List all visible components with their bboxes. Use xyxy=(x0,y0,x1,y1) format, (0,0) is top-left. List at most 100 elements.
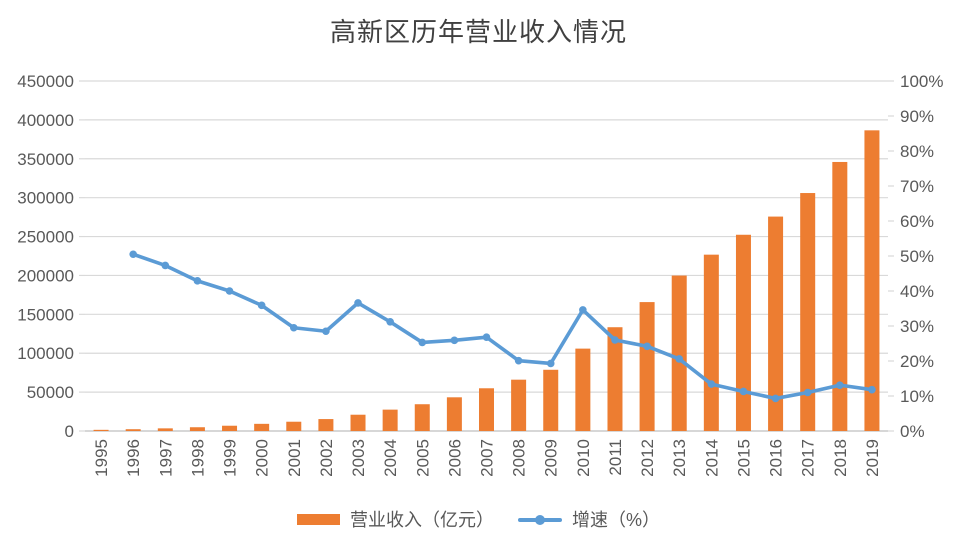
growth-marker-2010 xyxy=(579,306,587,314)
x-axis-label-1997: 1997 xyxy=(156,439,175,477)
growth-marker-1997 xyxy=(161,261,170,270)
growth-marker-2004 xyxy=(386,318,394,326)
growth-marker-2016 xyxy=(771,394,780,403)
bar-2013 xyxy=(671,275,687,431)
legend: 营业收入（亿元） 增速（%） xyxy=(0,506,957,532)
bar-2001 xyxy=(286,421,302,431)
x-axis-label-2017: 2017 xyxy=(799,439,818,477)
bar-2014 xyxy=(703,254,719,431)
left-axis-label-200000: 200000 xyxy=(17,266,74,285)
left-axis-label-150000: 150000 xyxy=(17,305,74,324)
left-axis-label-0: 0 xyxy=(65,422,74,441)
growth-marker-2000 xyxy=(257,301,266,310)
left-axis-label-250000: 250000 xyxy=(17,228,74,247)
growth-marker-2019 xyxy=(868,385,876,394)
growth-marker-2014 xyxy=(707,380,716,388)
x-axis-label-1999: 1999 xyxy=(221,439,240,477)
legend-item-revenue: 营业收入（亿元） xyxy=(296,506,494,532)
right-axis-label-0%: 0% xyxy=(900,422,925,441)
growth-marker-2013 xyxy=(675,355,684,363)
left-axis-label-300000: 300000 xyxy=(17,189,74,208)
growth-marker-2009 xyxy=(546,359,555,368)
right-axis-label-20%: 20% xyxy=(900,352,934,371)
bar-2007 xyxy=(479,388,494,431)
bar-2016 xyxy=(768,216,784,431)
bar-2009 xyxy=(543,369,559,431)
left-axis-label-400000: 400000 xyxy=(17,111,74,130)
x-axis-label-2008: 2008 xyxy=(510,439,529,477)
x-axis-label-2012: 2012 xyxy=(638,439,657,477)
x-axis-label-2014: 2014 xyxy=(702,439,721,477)
growth-marker-2005 xyxy=(418,338,427,347)
x-axis-label-2015: 2015 xyxy=(734,439,753,477)
growth-marker-2017 xyxy=(803,388,812,397)
right-axis-label-90%: 90% xyxy=(900,107,934,126)
bar-1999 xyxy=(222,425,238,431)
chart-title: 高新区历年营业收入情况 xyxy=(329,18,627,47)
right-axis-label-80%: 80% xyxy=(900,142,934,161)
left-axis-label-100000: 100000 xyxy=(17,344,74,363)
bar-1995 xyxy=(93,429,109,431)
x-axis-label-2006: 2006 xyxy=(445,439,464,477)
bar-1996 xyxy=(125,429,141,431)
right-axis-label-60%: 60% xyxy=(900,212,934,231)
right-axis-label-100%: 100% xyxy=(900,72,943,91)
revenue-bar-swatch-icon xyxy=(296,513,340,525)
x-axis-label-2010: 2010 xyxy=(574,439,593,477)
bar-2002 xyxy=(318,419,334,431)
x-axis-label-2007: 2007 xyxy=(478,439,497,477)
legend-label-revenue: 营业收入（亿元） xyxy=(349,510,494,530)
legend-item-growth: 增速（%） xyxy=(517,506,660,532)
bar-2019 xyxy=(864,130,880,431)
x-axis-label-1998: 1998 xyxy=(188,439,207,477)
growth-marker-2011 xyxy=(611,336,619,344)
bar-2008 xyxy=(511,379,527,431)
x-axis-label-2016: 2016 xyxy=(767,439,786,477)
x-axis-label-2018: 2018 xyxy=(831,439,850,477)
right-axis-label-30%: 30% xyxy=(900,317,934,336)
bar-2000 xyxy=(254,423,270,431)
x-axis-label-1996: 1996 xyxy=(124,439,143,477)
right-axis-label-40%: 40% xyxy=(900,282,934,301)
legend-label-growth: 增速（%） xyxy=(571,510,660,530)
bar-2004 xyxy=(382,409,398,431)
right-axis-label-10%: 10% xyxy=(900,387,934,406)
growth-marker-2015 xyxy=(739,387,748,396)
growth-marker-dot-icon xyxy=(534,514,545,525)
growth-marker-2003 xyxy=(354,299,362,307)
x-axis-label-2000: 2000 xyxy=(253,439,272,477)
x-axis-label-2011: 2011 xyxy=(606,439,625,476)
bar-2010 xyxy=(575,348,591,431)
bar-2005 xyxy=(414,404,430,431)
right-axis-label-50%: 50% xyxy=(900,247,934,266)
x-axis-label-2013: 2013 xyxy=(670,439,689,477)
left-axis-label-450000: 450000 xyxy=(17,72,74,91)
x-axis-label-1995: 1995 xyxy=(92,439,111,477)
right-axis-label-70%: 70% xyxy=(900,177,934,196)
growth-marker-2018 xyxy=(836,381,844,389)
growth-marker-2007 xyxy=(482,333,491,342)
growth-marker-1998 xyxy=(193,277,202,285)
bar-2012 xyxy=(639,302,655,431)
bar-2017 xyxy=(800,193,816,431)
growth-line-swatch-icon xyxy=(517,514,562,525)
bar-2018 xyxy=(832,161,848,431)
growth-marker-2002 xyxy=(322,327,330,336)
x-axis-label-2005: 2005 xyxy=(413,439,432,477)
x-axis-label-2001: 2001 xyxy=(285,439,304,477)
bar-2011 xyxy=(607,327,623,431)
growth-marker-1996 xyxy=(129,250,137,259)
left-axis-label-350000: 350000 xyxy=(17,150,74,169)
x-axis-label-2009: 2009 xyxy=(542,439,561,477)
growth-marker-1999 xyxy=(225,287,234,295)
x-axis-label-2002: 2002 xyxy=(317,439,336,477)
bar-1997 xyxy=(157,428,173,431)
x-axis-label-2004: 2004 xyxy=(381,439,400,477)
x-axis-label-2003: 2003 xyxy=(349,439,368,477)
growth-marker-2001 xyxy=(289,323,298,332)
left-axis-label-50000: 50000 xyxy=(27,383,74,402)
bar-2006 xyxy=(446,397,462,431)
growth-marker-2012 xyxy=(643,342,651,351)
